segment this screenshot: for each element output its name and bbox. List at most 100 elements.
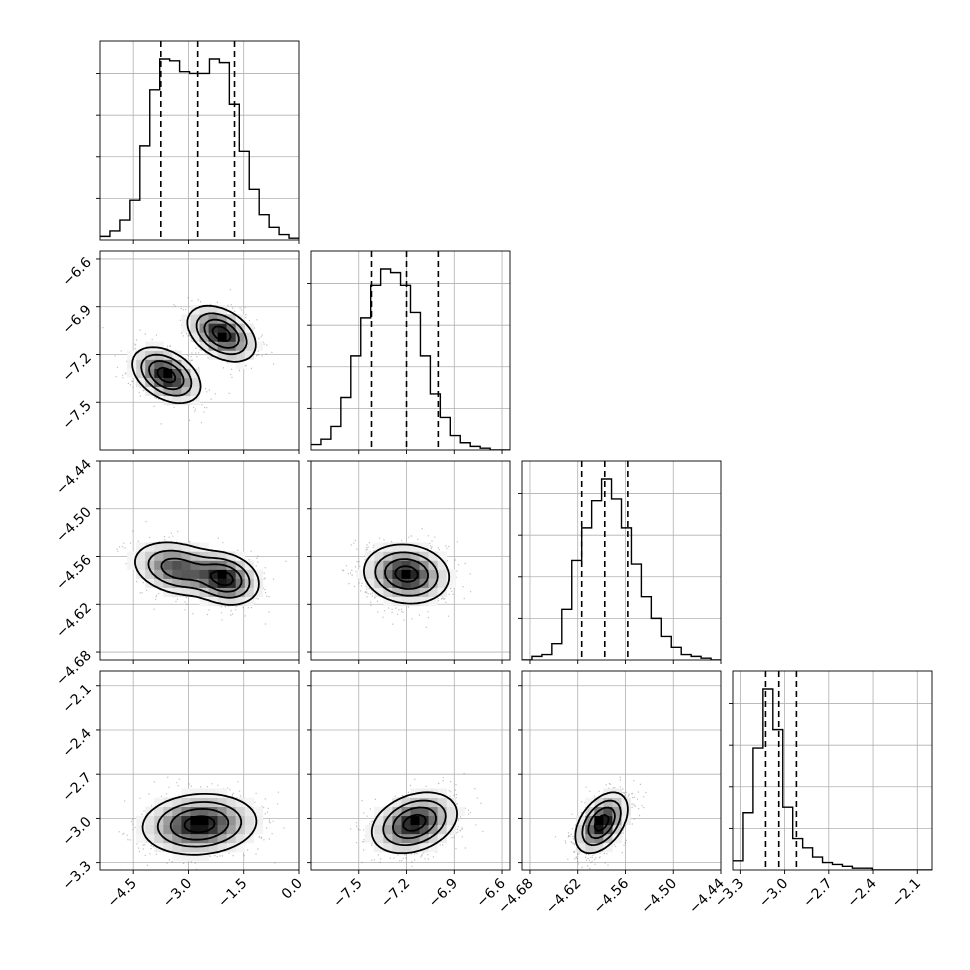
density-cell [145,551,155,561]
contour-line [394,565,419,583]
y-tick-label: −4.44 [53,456,95,498]
scatter-content [116,521,287,625]
density-cell [437,824,447,835]
density-cell [190,386,200,397]
density-cell [401,596,411,607]
density-cell [428,824,438,835]
density-cell [154,569,164,579]
density-cell [154,578,164,588]
density-cell [419,842,429,853]
density-cell [208,578,218,588]
contour-line [209,570,234,587]
density-cell [428,587,438,597]
density-cell [217,806,227,817]
density-cell [235,797,246,807]
density-cell [136,551,146,561]
density-cell [419,824,429,835]
contour-line [581,799,622,846]
y-tick-label: −3.0 [59,814,94,849]
contour-line [147,549,251,599]
density-cell [226,350,236,360]
x-tick-label: −4.56 [591,875,633,917]
density-cell [437,815,447,826]
density-cell [181,797,191,807]
density-cell [181,314,191,324]
y-tick-label: −2.4 [59,725,94,760]
density-cell [163,368,173,378]
density-cell [383,596,393,607]
density-cell [136,824,146,835]
density-cell [181,587,191,597]
contour-line [363,543,451,605]
density-cell [217,350,227,360]
density-cell [392,806,402,817]
contour-line [160,557,243,593]
x-tick-label: 0.0 [279,876,306,903]
contour-line [134,541,260,606]
density-cell [383,824,393,835]
density-cell [446,797,457,807]
density-cell [181,560,191,570]
density-cell [145,833,155,844]
histogram-step [311,268,510,450]
contour-line [156,325,232,384]
density-cell [172,815,182,826]
density-cell [383,806,393,817]
density-cell [585,824,595,835]
histogram-step [522,478,721,660]
x-tick-label: −4.50 [638,876,680,918]
histogram-step [733,688,932,870]
contour-line [183,815,216,834]
density-cell [199,314,209,324]
density-cell [410,560,420,570]
density-cell [392,551,402,561]
density-cell [127,551,137,561]
density-cell [217,842,227,853]
contour-line [169,808,230,841]
density-cell [585,833,595,844]
density-cell [244,806,255,817]
density-cell [163,842,173,853]
density-cell [428,842,438,853]
density-cell [383,569,393,579]
contour-line [374,551,439,597]
density-cell [244,350,255,360]
density-cell [145,824,155,835]
density-cell [226,569,236,579]
density-cell [374,587,384,597]
density-cell [437,806,447,817]
density-cell [446,815,457,826]
density-cell [612,824,622,835]
density-cell [576,842,586,853]
density-cell [217,596,227,607]
density-cell [226,596,236,607]
density-cell [612,833,622,844]
density-cell [437,578,447,588]
density-cell [401,842,411,853]
density-cell [392,824,402,835]
density-cell [199,842,209,853]
panel-border [99,250,300,451]
density-cell [235,842,246,853]
density-cell [446,578,457,588]
density-cell [226,323,236,333]
x-tick-label: −2.1 [889,876,924,911]
panel-border [521,670,722,871]
density-cell [226,587,236,597]
panel-border [521,460,722,661]
panel-border [99,460,300,661]
density-cell [172,359,182,369]
density-cell [392,833,402,844]
density-cell [154,542,164,552]
density-cell [145,377,155,387]
density-cell [190,377,200,387]
density-cell [226,824,236,835]
density-cell [127,368,137,378]
density-cell [217,788,227,798]
density-cell [374,551,384,561]
density-cell [235,569,246,579]
histogram-panel-2 [518,460,722,664]
density-cell [226,806,236,817]
density-cell [392,797,402,807]
